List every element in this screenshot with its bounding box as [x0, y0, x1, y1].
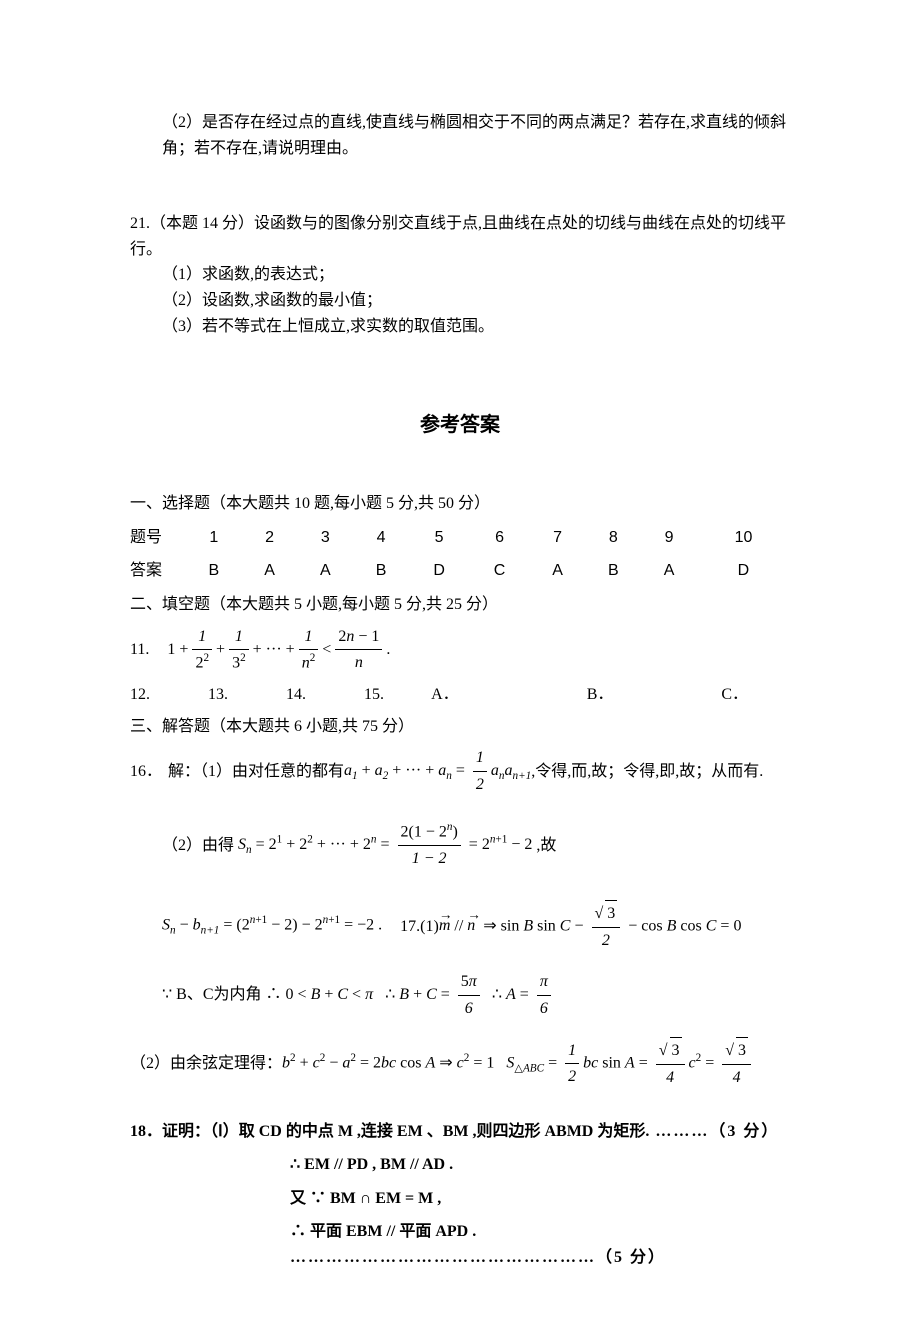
q17-2-formula: b2 + c2 − a2 = 2bc cos A ⇒ c2 = 1 S△ABC …: [282, 1037, 751, 1090]
q18-l2: 又 ∵ BM ∩ EM = M ,: [130, 1186, 790, 1212]
section2-heading: 二、填空题（本大题共 5 小题,每小题 5 分,共 25 分）: [130, 592, 790, 618]
col-num: 5: [409, 521, 469, 555]
q17-2-prefix: （2）由余弦定理得：: [130, 1051, 282, 1077]
q16-part2: （2）由得 Sn = 21 + 22 + ··· + 2n = 2(1 − 2n…: [130, 819, 790, 872]
col-ans: B: [585, 554, 641, 588]
q20-p2-text: （2）是否存在经过点的直线,使直线与椭圆相交于不同的两点满足？若存在,求直线的倾…: [130, 110, 790, 161]
col-num: 6: [469, 521, 529, 555]
q16-1-prefix: 解：（1）由对任意的都有: [168, 759, 344, 785]
q16-label: 16．: [130, 759, 162, 785]
q16-q17-line: Sn − bn+1 = (2n+1 − 2) − 2n+1 = −2 . 17.…: [130, 900, 790, 953]
q21-header: 21.（本题 14 分）设函数与的图像分别交直线于点,且曲线在点处的切线与曲线在…: [130, 211, 790, 262]
col-num: 10: [697, 521, 790, 555]
section1-heading: 一、选择题（本大题共 10 题,每小题 5 分,共 50 分）: [130, 491, 790, 517]
q21-p1: （1）求函数,的表达式；: [130, 262, 790, 288]
problem-20-part2: （2）是否存在经过点的直线,使直线与椭圆相交于不同的两点满足？若存在,求直线的倾…: [130, 110, 790, 161]
col-num: 1: [186, 521, 242, 555]
answers-title: 参考答案: [130, 409, 790, 441]
q18-score2: ……………………………………………（5 分）: [290, 1245, 666, 1271]
q15-C: C．: [721, 686, 748, 703]
q16-part1: 16． 解：（1）由对任意的都有 a1 + a2 + ··· + an = 12…: [130, 745, 790, 797]
q13-label: 13.: [208, 686, 228, 703]
q18-l1: ∴ EM // PD , BM // AD .: [130, 1152, 790, 1178]
col-num: 3: [297, 521, 353, 555]
col-ans: C: [469, 554, 529, 588]
q11-label: 11.: [130, 637, 149, 663]
col-ans: A: [641, 554, 697, 588]
q16-2-formula: Sn = 21 + 22 + ··· + 2n = 2(1 − 2n)1 − 2…: [238, 819, 532, 872]
col-ans: A: [242, 554, 298, 588]
q21-p3: （3）若不等式在上恒成立,求实数的取值范围。: [130, 314, 790, 340]
answer-table: 题号 1 2 3 4 5 6 7 8 9 10 答案 B A A B D C A…: [130, 521, 790, 588]
col-ans: A: [530, 554, 586, 588]
table-row: 题号 1 2 3 4 5 6 7 8 9 10: [130, 521, 790, 555]
col-ans: D: [697, 554, 790, 588]
col-ans: A: [297, 554, 353, 588]
col-num: 4: [353, 521, 409, 555]
q21-p2: （2）设函数,求函数的最小值；: [130, 288, 790, 314]
table-row: 答案 B A A B D C A B A D: [130, 554, 790, 588]
section3-heading: 三、解答题（本大题共 6 小题,共 75 分）: [130, 714, 790, 740]
q18-l3: ∴ 平面 EBM // 平面 APD .: [290, 1219, 476, 1245]
q17-1-formula: m // n ⇒ sin B sin C − 32 − cos B cos C …: [439, 900, 742, 953]
q17-bc-text: ∵ B、C为内角 ∴: [162, 982, 282, 1008]
q16-sn-bn: Sn − bn+1 = (2n+1 − 2) − 2n+1 = −2 .: [162, 912, 382, 940]
q15-A: A．: [431, 686, 459, 703]
q11-formula: 1 + 122 + 132 + ··· + 1n2 < 2n − 1n .: [167, 624, 390, 677]
q18-score1: ………（3 分）: [655, 1119, 779, 1145]
row-label: 题号: [130, 521, 186, 555]
q15-label: 15.: [364, 686, 384, 703]
q12-15: 12. 13. 14. 15. A． B． C．: [130, 682, 790, 708]
problem-21: 21.（本题 14 分）设函数与的图像分别交直线于点,且曲线在点处的切线与曲线在…: [130, 211, 790, 339]
q17-bc: ∵ B、C为内角 ∴ 0 < B + C < π ∴ B + C = 5π6 ∴…: [130, 969, 790, 1021]
q12-label: 12.: [130, 686, 150, 703]
col-num: 9: [641, 521, 697, 555]
q18-header-row: 18．证明：（Ⅰ）取 CD 的中点 M ,连接 EM 、BM ,则四边形 ABM…: [130, 1119, 790, 1145]
q17-prefix: 17.(1): [400, 914, 439, 940]
q14-label: 14.: [286, 686, 306, 703]
q16-2-prefix: （2）由得: [162, 833, 234, 859]
q16-1-suffix: ,令得,而,故；令得,即,故；从而有.: [531, 759, 763, 785]
col-ans: B: [186, 554, 242, 588]
q16-2-suffix: ,故: [536, 833, 556, 859]
q16-1-formula: a1 + a2 + ··· + an = 12 anan+1: [344, 745, 531, 797]
col-num: 8: [585, 521, 641, 555]
q18-header: 18．证明：（Ⅰ）取 CD 的中点 M ,连接 EM 、BM ,则四边形 ABM…: [130, 1119, 649, 1145]
col-ans: B: [353, 554, 409, 588]
q17-bc-formula: 0 < B + C < π ∴ B + C = 5π6 ∴ A = π6: [282, 969, 551, 1021]
col-ans: D: [409, 554, 469, 588]
q15-B: B．: [587, 686, 614, 703]
q11: 11. 1 + 122 + 132 + ··· + 1n2 < 2n − 1n …: [130, 624, 790, 677]
q18-l3-row: ∴ 平面 EBM // 平面 APD . ……………………………………………（5…: [130, 1219, 790, 1270]
q17-part2: （2）由余弦定理得： b2 + c2 − a2 = 2bc cos A ⇒ c2…: [130, 1037, 790, 1090]
row-label: 答案: [130, 554, 186, 588]
col-num: 7: [530, 521, 586, 555]
col-num: 2: [242, 521, 298, 555]
